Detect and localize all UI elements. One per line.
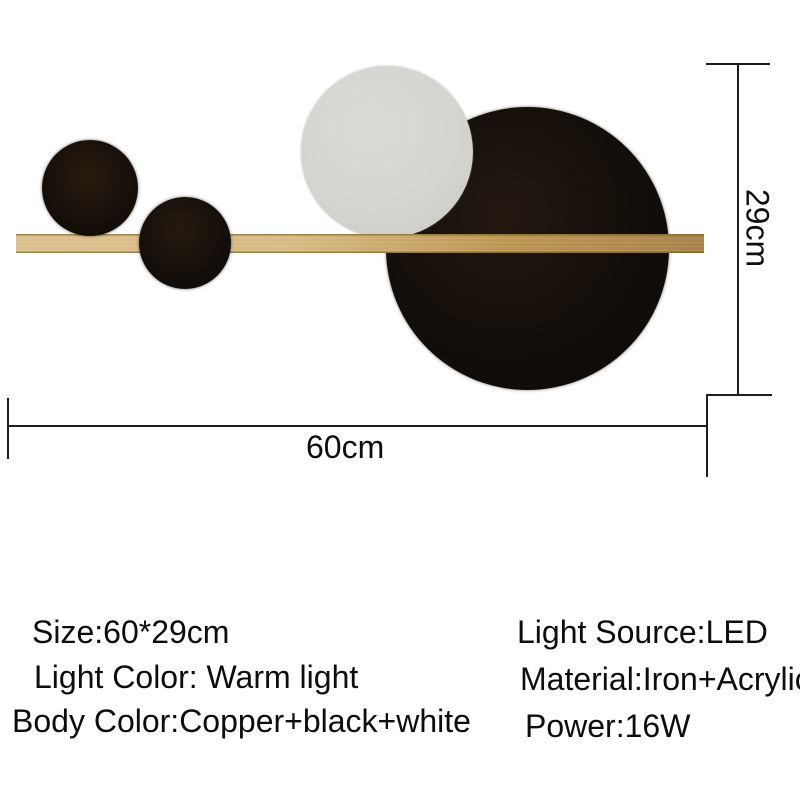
- width-dimension-tick-left: [7, 398, 9, 459]
- small-black-disc: [42, 140, 138, 236]
- spec-power: Power:16W: [525, 708, 691, 744]
- width-dimension-line: [8, 425, 708, 427]
- height-dimension-tick-bottom: [706, 394, 772, 396]
- height-dimension-line: [737, 64, 739, 395]
- spec-light-source: Light Source:LED: [517, 614, 768, 650]
- spec-body-color: Body Color:Copper+black+white: [12, 703, 471, 739]
- medium-black-disc: [139, 197, 231, 289]
- spec-size: Size:60*29cm: [32, 614, 230, 650]
- width-dimension-label: 60cm: [306, 429, 385, 465]
- spec-light-color: Light Color: Warm light: [34, 659, 359, 695]
- copper-bar: [16, 234, 704, 253]
- spec-material: Material:Iron+Acrylic: [520, 661, 800, 697]
- width-dimension-tick-right: [706, 395, 708, 477]
- height-dimension-label: 29cm: [739, 188, 776, 268]
- height-dimension-tick-top: [706, 63, 770, 65]
- white-disc: [301, 66, 473, 238]
